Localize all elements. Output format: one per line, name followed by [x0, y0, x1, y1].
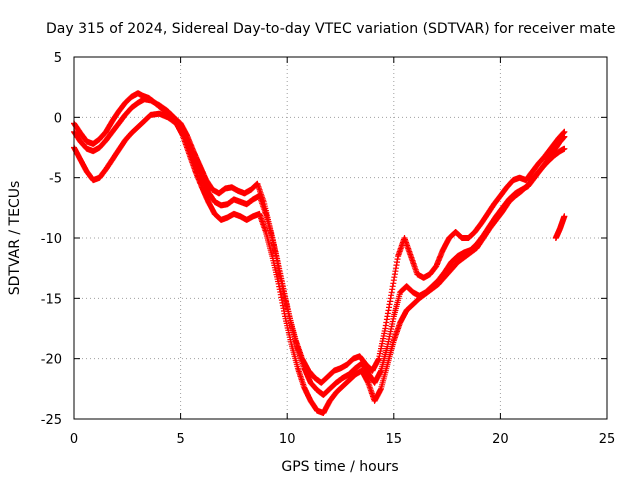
- y-tick-label: -5: [49, 172, 62, 187]
- chart-title: Day 315 of 2024, Sidereal Day-to-day VTE…: [46, 21, 616, 37]
- x-tick-label: 0: [70, 432, 78, 447]
- y-tick-label: -15: [41, 292, 62, 307]
- x-tick-label: 5: [176, 432, 184, 447]
- y-tick-label: -25: [41, 413, 62, 428]
- y-axis-title: SDTVAR / TECUs: [7, 181, 23, 296]
- y-tick-label: -10: [41, 232, 62, 247]
- series-track-a: [71, 90, 568, 386]
- tick-labels: 0 5 10 15 20 25 5 0 -5 -10 -15 -20 -25: [41, 51, 616, 447]
- plus-marks: [71, 90, 568, 386]
- x-tick-label: 15: [386, 432, 403, 447]
- x-tick-label: 10: [279, 432, 296, 447]
- plus-marks: [552, 213, 568, 241]
- series-track-b: [71, 96, 568, 398]
- x-axis-title: GPS time / hours: [281, 459, 398, 475]
- axis-ticks: [73, 56, 608, 420]
- series-track-c: [71, 110, 568, 416]
- grid: [74, 57, 607, 419]
- series-track-d: [552, 213, 568, 241]
- y-tick-label: -20: [41, 353, 62, 368]
- x-tick-label: 20: [492, 432, 509, 447]
- plot-frame: [73, 56, 608, 420]
- plus-marks: [71, 96, 568, 398]
- y-tick-label: 0: [54, 111, 62, 126]
- y-tick-label: 5: [54, 51, 62, 66]
- data-marks: [71, 90, 568, 416]
- x-tick-label: 25: [599, 432, 616, 447]
- plus-marks: [71, 110, 568, 416]
